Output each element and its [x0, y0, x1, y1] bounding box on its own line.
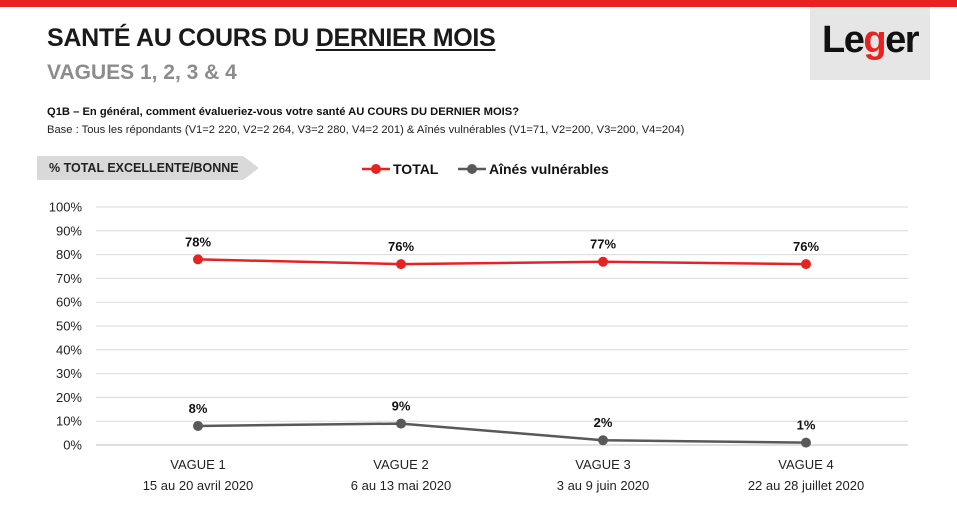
data-point — [801, 437, 811, 448]
data-label: 8% — [189, 401, 208, 416]
data-label: 76% — [793, 239, 819, 254]
x-category-label: VAGUE 1 — [170, 457, 225, 472]
data-point — [396, 259, 406, 270]
top-accent-bar — [0, 0, 957, 7]
x-category-label: VAGUE 2 — [373, 457, 428, 472]
y-tick-label: 40% — [56, 342, 82, 357]
data-point — [193, 254, 203, 265]
x-category-date: 3 au 9 juin 2020 — [557, 478, 650, 493]
data-point — [801, 259, 811, 270]
y-tick-label: 50% — [56, 319, 82, 334]
y-tick-label: 20% — [56, 390, 82, 405]
legend-marker — [371, 164, 381, 174]
base-text: Base : Tous les répondants (V1=2 220, V2… — [47, 124, 685, 136]
data-point — [598, 256, 608, 267]
metric-label-arrow — [243, 156, 259, 180]
legend-label: TOTAL — [393, 161, 439, 177]
x-category-label: VAGUE 3 — [575, 457, 630, 472]
page-subtitle: VAGUES 1, 2, 3 & 4 — [47, 61, 237, 84]
data-label: 77% — [590, 237, 616, 252]
logo-text-start: Le — [822, 19, 865, 61]
question-text: Q1B – En général, comment évalueriez-vou… — [47, 106, 520, 118]
y-tick-label: 90% — [56, 223, 82, 238]
title-part-2: DERNIER MOIS — [315, 24, 496, 52]
series-line-total — [197, 258, 807, 266]
data-point — [396, 418, 406, 429]
y-tick-label: 60% — [56, 295, 82, 310]
x-category-date: 22 au 28 juillet 2020 — [748, 478, 864, 493]
title-part-1: SANTÉ AU COURS DU — [47, 24, 316, 52]
data-point — [598, 435, 608, 446]
x-category-date: 15 au 20 avril 2020 — [143, 478, 254, 493]
data-point — [193, 420, 203, 431]
y-tick-label: 0% — [63, 438, 82, 453]
data-label: 1% — [797, 418, 816, 433]
legend-marker — [467, 164, 477, 174]
logo-wordmark: Leger — [810, 19, 930, 62]
data-label: 76% — [388, 239, 414, 254]
data-label: 2% — [594, 415, 613, 430]
series-line-aines — [197, 422, 807, 444]
y-tick-label: 100% — [49, 200, 83, 215]
y-tick-label: 70% — [56, 271, 82, 286]
logo-text-end: er — [885, 19, 919, 61]
leger-logo: Leger — [810, 7, 930, 80]
logo-text-g: g — [863, 19, 886, 61]
metric-label-tag: % TOTAL EXCELLENTE/BONNE — [37, 156, 243, 180]
page-title: SANTÉ AU COURS DU DERNIER MOIS — [47, 24, 496, 53]
y-tick-label: 80% — [56, 247, 82, 262]
data-label: 78% — [185, 234, 211, 249]
metric-label-text: % TOTAL EXCELLENTE/BONNE — [49, 161, 239, 175]
x-category-date: 6 au 13 mai 2020 — [351, 478, 451, 493]
data-label: 9% — [392, 399, 411, 414]
y-tick-label: 10% — [56, 414, 82, 429]
y-tick-label: 30% — [56, 366, 82, 381]
x-category-label: VAGUE 4 — [778, 457, 833, 472]
legend-label: Aînés vulnérables — [489, 161, 609, 177]
